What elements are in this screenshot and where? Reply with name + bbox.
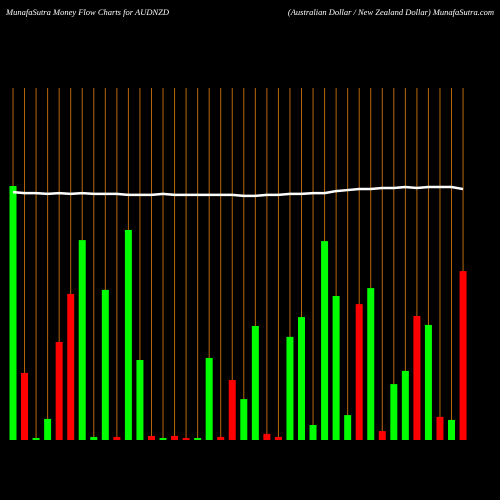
bar (401, 370, 409, 440)
bar (21, 372, 29, 440)
bar (90, 436, 98, 440)
bar (355, 304, 363, 440)
bar (240, 399, 248, 440)
bar (113, 436, 121, 440)
bar (159, 437, 167, 440)
bar (32, 437, 40, 440)
bar (263, 433, 271, 440)
bar (228, 380, 236, 440)
bar (136, 359, 144, 440)
bar (251, 325, 259, 440)
bar (459, 271, 467, 440)
bar (194, 437, 202, 440)
bar (413, 316, 421, 440)
bar (205, 357, 213, 440)
bar (182, 437, 190, 440)
bar (9, 186, 17, 440)
price-line (12, 185, 464, 198)
bar (274, 436, 282, 440)
bar (298, 317, 305, 440)
bar (101, 289, 109, 440)
bar (67, 293, 75, 440)
bar (378, 431, 386, 440)
bar (55, 341, 63, 440)
bar (171, 435, 179, 440)
bar (78, 240, 86, 440)
chart-subtitle: (Australian Dollar / New Zealand Dollar)… (288, 7, 494, 17)
bar (286, 336, 294, 440)
bar (309, 425, 317, 440)
bar (332, 295, 340, 440)
bar (436, 416, 444, 440)
bar (217, 436, 225, 440)
bar (448, 419, 456, 440)
bar (367, 288, 375, 440)
bar (390, 384, 398, 440)
bar (344, 415, 352, 440)
chart-title: MunafaSutra Money Flow Charts for AUDNZD (5, 7, 170, 17)
bar (321, 241, 329, 440)
bar (44, 418, 52, 440)
bar (124, 229, 132, 440)
bar (147, 435, 155, 440)
bar (424, 324, 432, 440)
